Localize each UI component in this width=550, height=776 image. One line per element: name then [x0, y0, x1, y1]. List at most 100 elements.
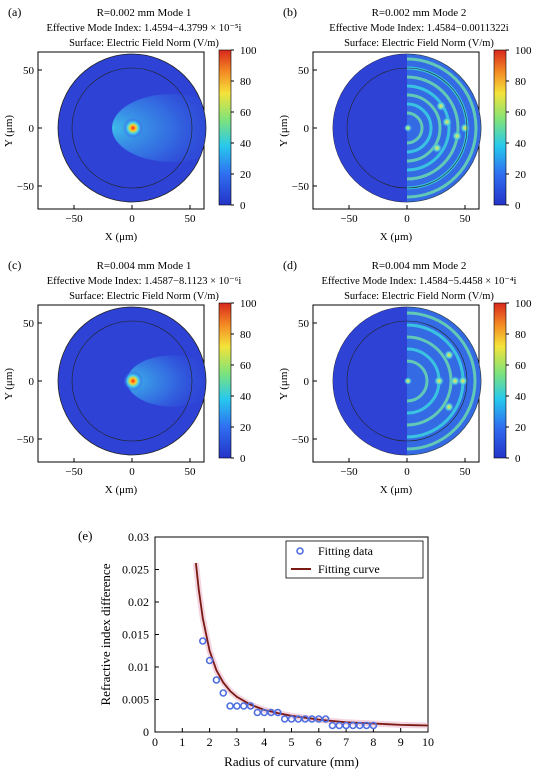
- field-map: [57, 306, 207, 456]
- data-point: [219, 689, 228, 697]
- colorbar-tick-label: 100: [515, 298, 532, 310]
- data-point: [280, 715, 289, 723]
- y-tick-label: 0: [29, 376, 35, 388]
- colorbar-tick-label: 20: [240, 422, 252, 434]
- data-point: [314, 715, 323, 723]
- field-pattern: [333, 307, 481, 455]
- cladding-boundary: [346, 67, 468, 189]
- hot-spot: [460, 123, 470, 133]
- panel-title-line1: R=0.002 mm Mode 2: [372, 7, 467, 19]
- data-point: [274, 708, 282, 717]
- panel-title-line3: Surface: Electric Field Norm (V/m): [344, 38, 494, 49]
- y-tick-label: 0.01: [128, 660, 149, 674]
- legend-label: Fitting data: [318, 544, 374, 558]
- panel-tag: (e): [78, 528, 92, 543]
- x-tick-label: 0: [152, 735, 158, 749]
- colorbar-tick-label: 40: [515, 138, 527, 150]
- y-tick-label: 0.015: [122, 628, 149, 642]
- data-point: [301, 715, 309, 723]
- colorbar-tick-label: 0: [515, 200, 521, 212]
- core-mode-spot: [404, 124, 412, 132]
- colorbar-tick-label: 60: [240, 360, 252, 372]
- colorbar-tick-label: 80: [240, 329, 252, 341]
- x-tick-label: 0: [129, 466, 135, 478]
- y-tick-label: 0.005: [122, 693, 149, 707]
- data-point: [321, 715, 330, 723]
- leakage-fan: [127, 355, 206, 407]
- field-map: [332, 306, 482, 456]
- x-tick-label: 1: [179, 735, 185, 749]
- legend-label: Fitting curve: [318, 562, 380, 576]
- cladding-boundary: [346, 320, 468, 442]
- colorbar-tick-label: 100: [240, 298, 257, 310]
- panel-a: (a) R=0.002 mm Mode 1 Effective Mode Index…: [3, 5, 257, 243]
- data-point: [267, 708, 275, 717]
- x-tick-label: 2: [207, 735, 213, 749]
- y-tick-label: 50: [23, 318, 35, 330]
- panel-d: (d) R=0.004 mm Mode 2 Effective Mode Index…: [278, 258, 532, 496]
- cladding-boundary: [71, 320, 193, 442]
- x-tick-label: 50: [460, 466, 472, 478]
- hot-spot: [436, 101, 446, 111]
- y-tick-label: 0: [143, 725, 149, 739]
- y-tick-label: −50: [292, 181, 310, 193]
- y-tick-label: 50: [23, 65, 35, 77]
- colorbar-tick-label: 0: [240, 453, 246, 465]
- y-tick-label: 50: [298, 318, 310, 330]
- field-pattern: [123, 355, 206, 407]
- data-point: [246, 702, 255, 710]
- data-point: [362, 721, 371, 730]
- data-point: [328, 721, 337, 730]
- legend-box: [285, 540, 424, 579]
- hot-spot: [444, 350, 454, 360]
- x-tick-label: 50: [460, 213, 472, 225]
- colorbar-tick-label: 0: [240, 200, 246, 212]
- x-tick-label: −50: [65, 466, 83, 478]
- x-tick-label: −50: [340, 466, 358, 478]
- colorbar: [218, 302, 232, 459]
- hot-spot: [444, 402, 454, 412]
- colorbar-tick-label: 0: [515, 453, 521, 465]
- legend-marker-points: [296, 547, 304, 555]
- y-tick-label: 0.03: [128, 530, 149, 544]
- colorbar: [493, 49, 507, 206]
- colorbar-tick-label: 80: [515, 329, 527, 341]
- panel-c: (c) R=0.004 mm Mode 1 Effective Mode Index…: [3, 258, 257, 496]
- x-tick-label: 0: [404, 466, 410, 478]
- x-axis-label: X (μm): [380, 231, 413, 243]
- panel-title-line2: Effective Mode Index: 1.4584−5.4458 × 10…: [322, 276, 517, 287]
- colorbar-tick-label: 100: [515, 45, 532, 57]
- colorbar-tick-label: 60: [240, 107, 252, 119]
- data-point: [205, 656, 214, 665]
- panel-b: (b) R=0.002 mm Mode 2 Effective Mode Index…: [278, 5, 532, 243]
- panel-title-line1: R=0.004 mm Mode 1: [97, 260, 192, 272]
- colorbar-tick-label: 40: [240, 138, 252, 150]
- x-tick-label: 4: [261, 735, 267, 749]
- data-point: [335, 721, 344, 730]
- panel-title-line2: Effective Mode Index: 1.4584−0.0011322i: [329, 23, 509, 34]
- data-point: [198, 637, 207, 645]
- field-map: [57, 53, 207, 203]
- x-axis-label: X (μm): [105, 484, 138, 496]
- data-point: [369, 721, 378, 730]
- y-tick-label: −50: [17, 181, 35, 193]
- colorbar-tick-label: 80: [515, 76, 527, 88]
- cladding-boundary: [71, 67, 193, 189]
- y-axis-label: Y (μm): [3, 368, 15, 400]
- y-tick-label: 0: [304, 376, 310, 388]
- data-point: [239, 702, 248, 710]
- panel-tag: (a): [8, 5, 21, 19]
- x-tick-label: −50: [65, 213, 83, 225]
- colorbar-tick-label: 40: [515, 391, 527, 403]
- y-axis-label: Y (μm): [3, 115, 15, 147]
- hot-spot: [432, 143, 442, 153]
- y-tick-label: −50: [292, 434, 310, 446]
- colorbar-tick-label: 20: [240, 169, 252, 181]
- x-tick-label: 50: [185, 466, 197, 478]
- x-axis-label: X (μm): [105, 231, 138, 243]
- colorbar: [218, 49, 232, 206]
- hot-spot: [442, 117, 452, 127]
- x-tick-label: 3: [234, 735, 240, 749]
- x-tick-label: 0: [404, 213, 410, 225]
- data-point: [212, 676, 221, 684]
